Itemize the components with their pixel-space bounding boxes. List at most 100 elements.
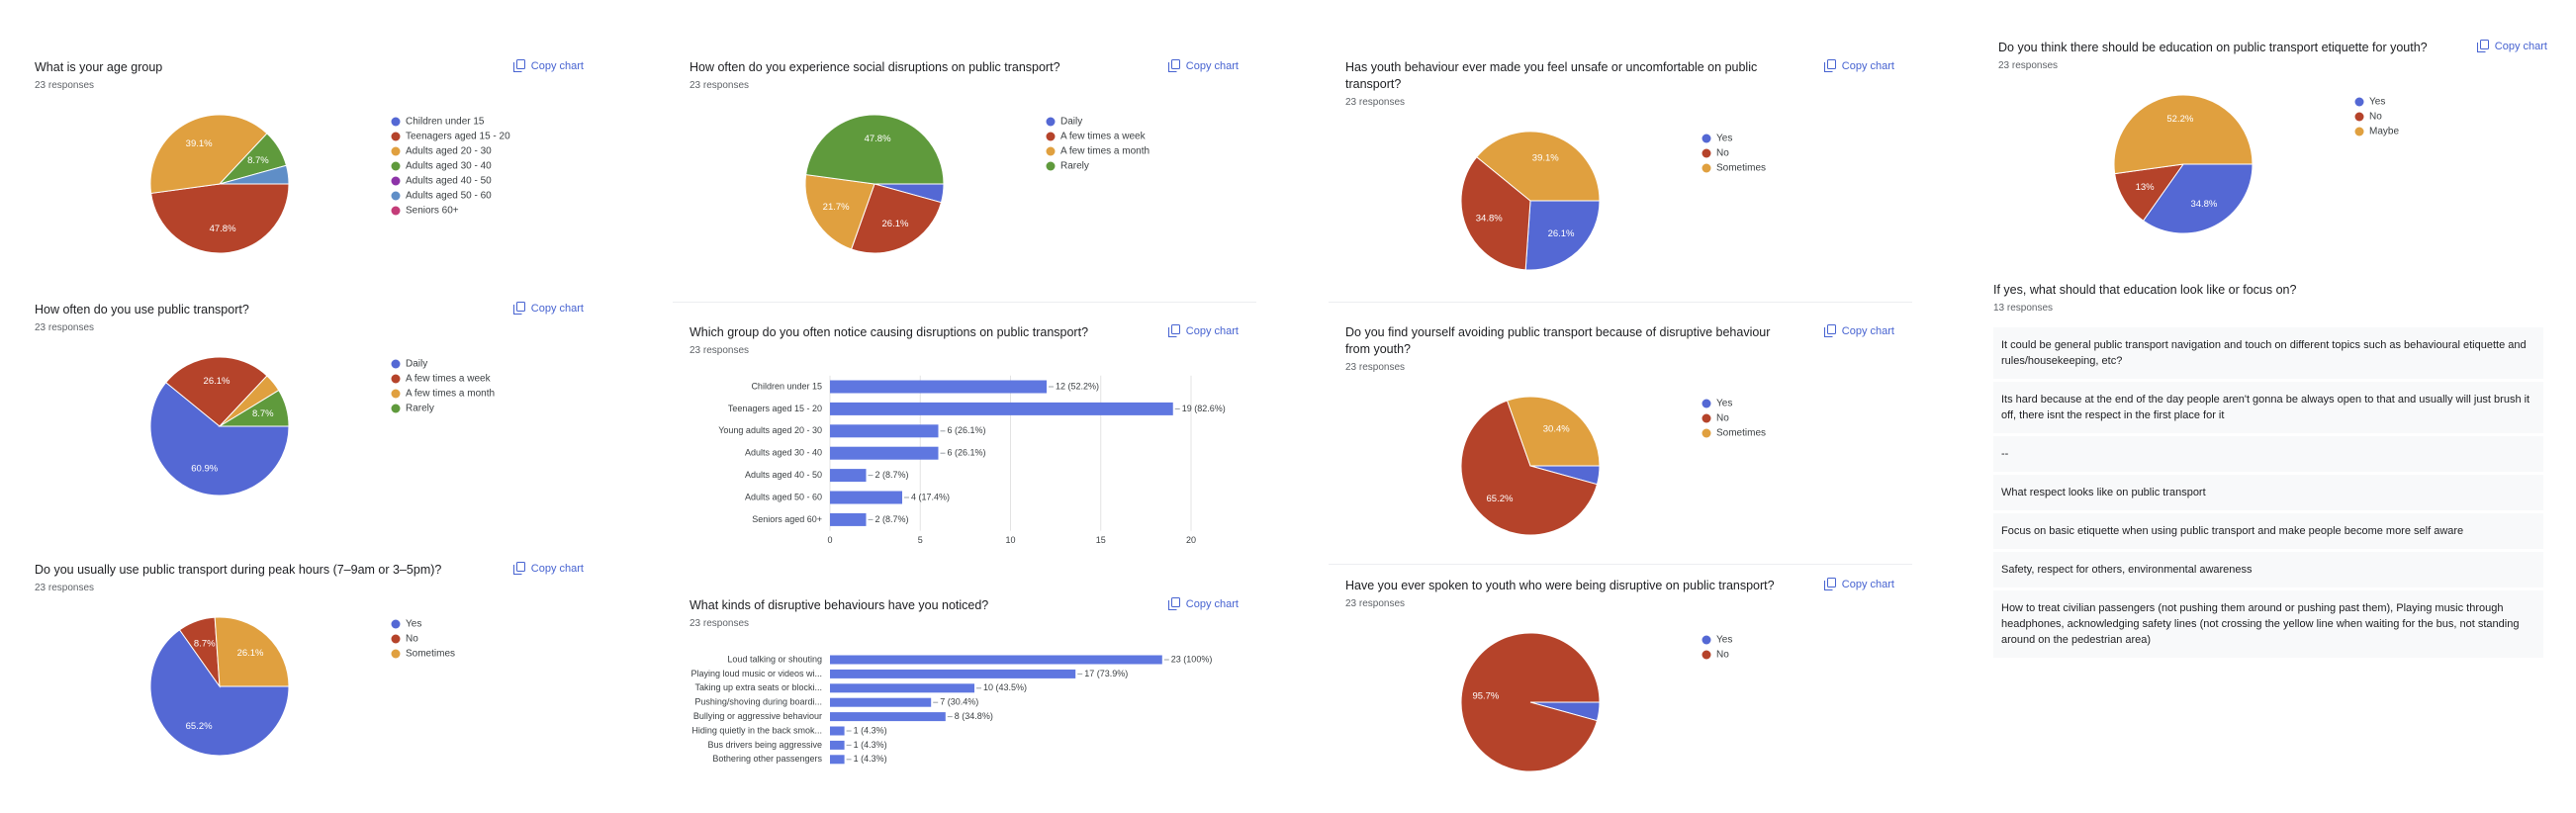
slice-label: 52.2%	[2166, 114, 2193, 125]
category-label: Hiding quietly in the back smok...	[691, 725, 822, 735]
copy-chart-label[interactable]: Copy chart	[530, 59, 584, 72]
separator	[1329, 302, 1912, 303]
copy-chart-button[interactable]: Copy chart	[1167, 59, 1239, 72]
category-label: Adults aged 40 - 50	[745, 470, 822, 480]
slice-label: 47.8%	[210, 224, 236, 234]
slice-label: 13%	[2136, 182, 2156, 193]
legend-label: Adults aged 50 - 60	[406, 191, 492, 202]
chart-card: Have you ever spoken to youth who were b…	[1345, 578, 1894, 813]
pie-slice	[1506, 396, 1601, 467]
response-count: 23 responses	[690, 345, 750, 356]
pie-slice	[805, 114, 945, 185]
copy-chart-button[interactable]: Copy chart	[1823, 578, 1894, 590]
value-label: 12 (52.2%)	[1056, 381, 1099, 391]
x-tick-label: 15	[1096, 535, 1106, 545]
copy-chart-button[interactable]: Copy chart	[1167, 324, 1239, 337]
copy-icon	[1167, 324, 1180, 337]
copy-chart-button[interactable]: Copy chart	[1823, 59, 1894, 72]
pie-slice	[1460, 632, 1601, 772]
response-item: Its hard because at the end of the day p…	[1993, 382, 2543, 433]
legend-label: Adults aged 20 - 30	[406, 146, 492, 157]
legend-label: No	[1716, 650, 1729, 661]
response-list: It could be general public transport nav…	[1993, 327, 2543, 658]
copy-icon	[512, 302, 525, 315]
copy-chart-button[interactable]: Copy chart	[512, 59, 584, 72]
value-label: 2 (8.7%)	[875, 470, 909, 480]
value-label: 10 (43.5%)	[983, 682, 1027, 692]
value-label: 2 (8.7%)	[875, 514, 909, 524]
legend-swatch	[1702, 163, 1711, 173]
legend-swatch	[391, 117, 401, 127]
value-label: 1 (4.3%)	[854, 740, 887, 750]
copy-chart-label[interactable]: Copy chart	[530, 562, 584, 575]
copy-chart-label[interactable]: Copy chart	[1841, 324, 1894, 337]
copy-chart-label[interactable]: Copy chart	[1841, 59, 1894, 72]
category-label: Playing loud music or videos wi...	[690, 669, 822, 678]
category-label: Adults aged 30 - 40	[745, 448, 822, 458]
legend-swatch	[391, 206, 401, 216]
response-item: It could be general public transport nav…	[1993, 327, 2543, 379]
bar	[830, 697, 932, 707]
legend-swatch	[1702, 428, 1711, 438]
category-label: Young adults aged 20 - 30	[718, 425, 822, 435]
legend-label: A few times a month	[1060, 146, 1150, 157]
response-item: Safety, respect for others, environmenta…	[1993, 552, 2543, 587]
copy-icon	[2476, 40, 2489, 52]
copy-chart-button[interactable]: Copy chart	[512, 302, 584, 315]
legend-swatch	[2354, 127, 2364, 136]
copy-chart-label[interactable]: Copy chart	[1185, 59, 1239, 72]
copy-chart-label[interactable]: Copy chart	[1841, 578, 1894, 590]
category-label: Pushing/shoving during boardi...	[694, 697, 822, 707]
value-label: 7 (30.4%)	[940, 697, 978, 707]
bar	[830, 755, 845, 765]
legend-swatch	[1046, 132, 1056, 141]
copy-chart-button[interactable]: Copy chart	[1167, 597, 1239, 610]
bar	[830, 726, 845, 736]
pie-slice	[214, 616, 290, 687]
copy-chart-button[interactable]: Copy chart	[1823, 324, 1894, 337]
response-count: 23 responses	[35, 583, 95, 593]
legend-label: A few times a week	[1060, 132, 1147, 142]
category-label: Bullying or aggressive behaviour	[693, 711, 822, 721]
bar	[830, 424, 939, 438]
question-title: What is your age group	[35, 60, 163, 74]
legend-label: Adults aged 30 - 40	[406, 161, 492, 172]
slice-label: 65.2%	[1487, 494, 1514, 504]
legend-swatch	[391, 389, 401, 399]
copy-chart-button[interactable]: Copy chart	[512, 562, 584, 575]
icon-part	[515, 59, 525, 69]
icon-part	[1170, 597, 1180, 607]
copy-chart-button[interactable]: Copy chart	[2476, 40, 2547, 52]
bar	[830, 446, 939, 460]
slice-label: 8.7%	[194, 639, 216, 650]
copy-chart-label[interactable]: Copy chart	[2494, 40, 2547, 52]
legend-swatch	[391, 161, 401, 171]
pie-slice	[165, 356, 268, 427]
chart: 60.9% 26.1% 8.7% Daily A few times a week A f…	[149, 356, 495, 497]
legend-label: Sometimes	[406, 649, 455, 660]
value-label: 8 (34.8%)	[955, 711, 993, 721]
response-count: 23 responses	[690, 80, 750, 91]
chart-card: Do you think there should be education o…	[1998, 40, 2547, 276]
copy-icon	[1823, 578, 1836, 590]
copy-icon	[1167, 59, 1180, 72]
legend-swatch	[1702, 413, 1711, 423]
icon-part	[515, 562, 525, 572]
slice-label: 21.7%	[823, 202, 850, 213]
legend-swatch	[391, 191, 401, 201]
x-tick-label: 0	[827, 535, 832, 545]
legend-swatch	[391, 634, 401, 644]
pie-slice	[1460, 400, 1599, 536]
category-label: Children under 15	[751, 381, 822, 391]
legend-label: Children under 15	[406, 117, 485, 128]
icon-part	[2479, 40, 2489, 49]
copy-chart-label[interactable]: Copy chart	[530, 302, 584, 315]
legend-swatch	[391, 132, 401, 141]
value-label: 6 (26.1%)	[948, 425, 986, 435]
legend-swatch	[1702, 134, 1711, 143]
copy-chart-label[interactable]: Copy chart	[1185, 597, 1239, 610]
slice-label: 47.8%	[865, 134, 891, 144]
chart: 26.1% 21.7% 47.8% Daily A few times a week A …	[804, 114, 1150, 254]
slice-label: 8.7%	[247, 155, 269, 166]
copy-chart-label[interactable]: Copy chart	[1185, 324, 1239, 337]
